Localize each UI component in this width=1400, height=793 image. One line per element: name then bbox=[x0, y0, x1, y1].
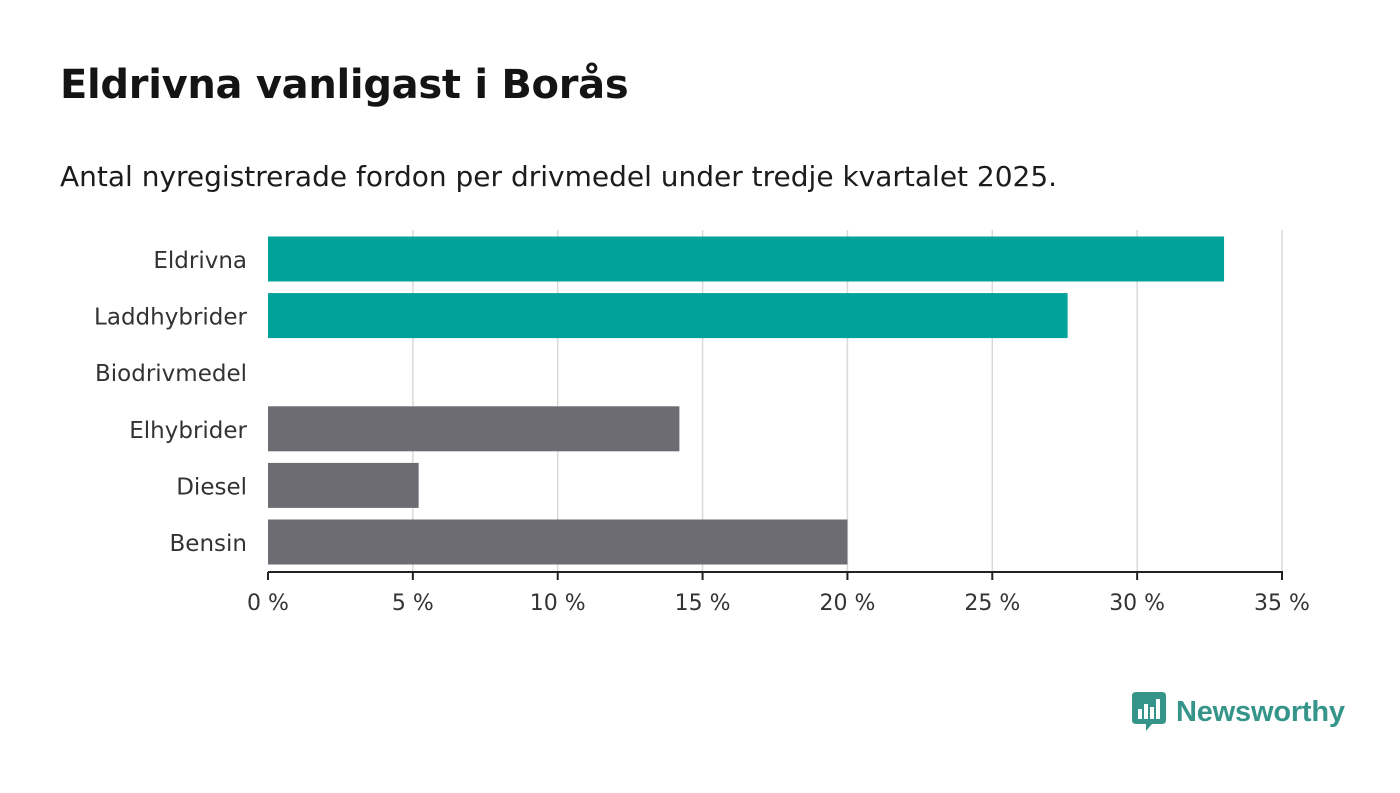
x-tick-label: 20 % bbox=[819, 591, 875, 616]
x-tick-label: 10 % bbox=[530, 591, 586, 616]
x-tick-label: 25 % bbox=[964, 591, 1020, 616]
category-label: Laddhybrider bbox=[94, 305, 247, 331]
x-axis: 0 % 5 % 10 % 15 % 20 % 25 % 30 % 35 % bbox=[247, 571, 1310, 616]
category-label: Biodrivmedel bbox=[95, 361, 247, 387]
category-label: Diesel bbox=[176, 474, 247, 500]
grid-lines bbox=[412, 230, 1283, 572]
chart-title: Eldrivna vanligast i Borås bbox=[60, 62, 629, 108]
x-tick-label: 15 % bbox=[675, 591, 731, 616]
bar-chart: Eldrivna Laddhybrider Biodrivmedel Elhybrid… bbox=[94, 230, 1310, 616]
bar-elhybrider bbox=[268, 406, 680, 452]
bar-laddhybrider bbox=[268, 293, 1068, 339]
category-label: Bensin bbox=[170, 531, 247, 557]
category-labels: Eldrivna Laddhybrider Biodrivmedel Elhybrid… bbox=[94, 248, 247, 557]
brand-name: Newsworthy bbox=[1176, 695, 1345, 728]
bar-bensin bbox=[268, 519, 848, 565]
bars bbox=[268, 236, 1225, 565]
bar-diesel bbox=[268, 462, 419, 508]
chart-subtitle: Antal nyregistrerade fordon per drivmede… bbox=[60, 160, 1058, 193]
bar-chart-speech-bubble-icon bbox=[1132, 692, 1166, 731]
x-tick-label: 30 % bbox=[1109, 591, 1165, 616]
x-tick-label: 5 % bbox=[392, 591, 434, 616]
newsworthy-brand: Newsworthy bbox=[1132, 690, 1345, 734]
category-label: Eldrivna bbox=[153, 248, 247, 274]
x-tick-label: 0 % bbox=[247, 591, 289, 616]
category-label: Elhybrider bbox=[129, 418, 247, 444]
x-tick-label: 35 % bbox=[1254, 591, 1310, 616]
bar-eldrivna bbox=[268, 236, 1225, 282]
